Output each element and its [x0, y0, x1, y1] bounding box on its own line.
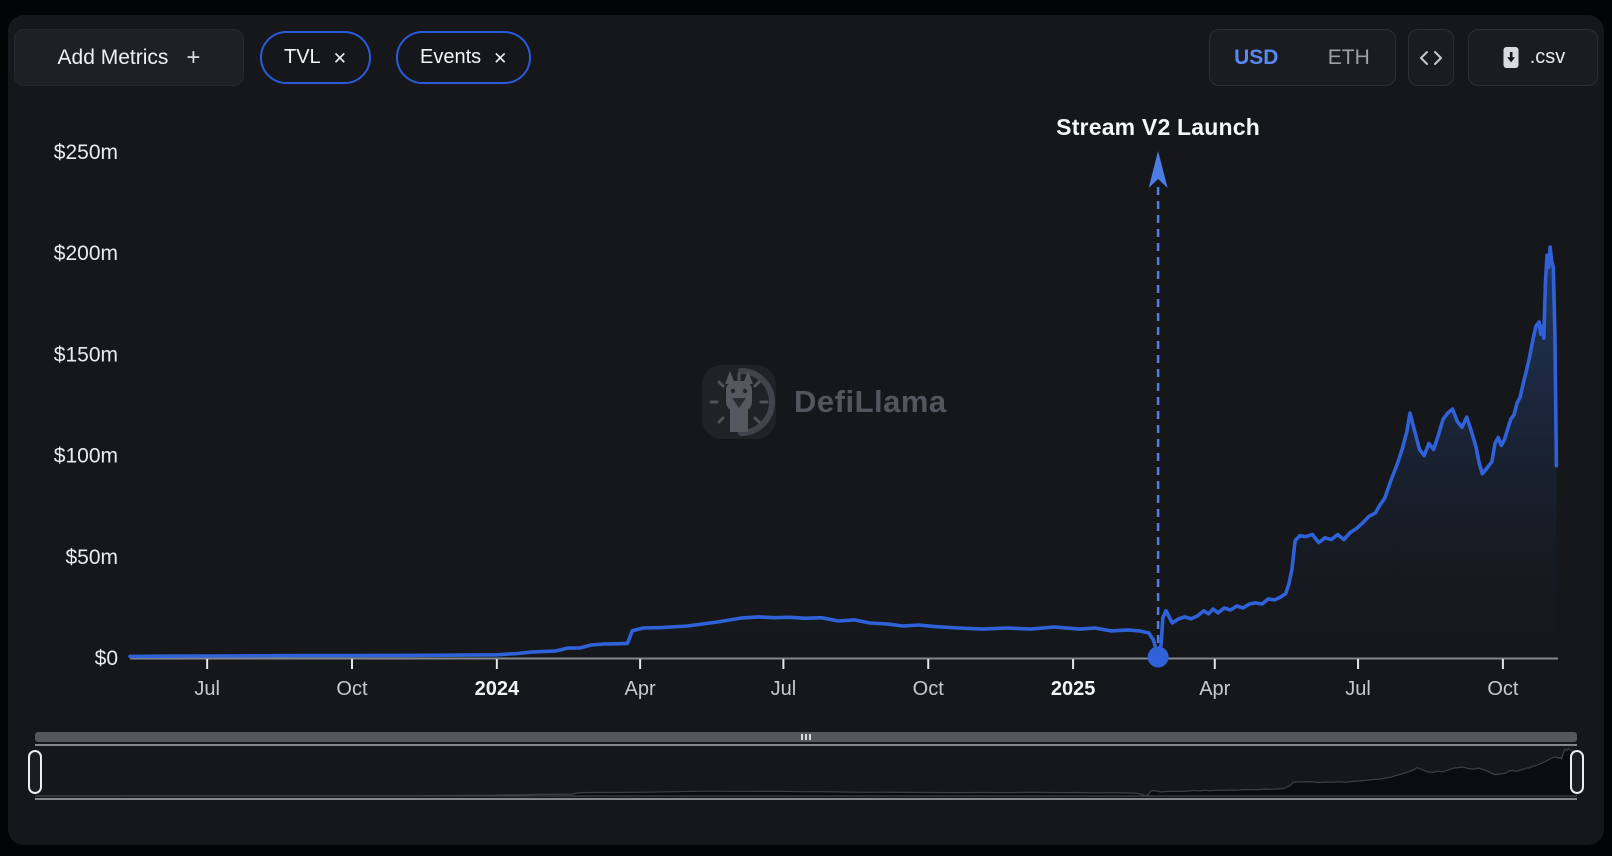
y-tick-label: $50m — [65, 546, 118, 569]
navigator-grip-icon[interactable] — [801, 734, 811, 740]
navigator-area-silhouette — [35, 747, 1577, 797]
metric-chip-label: TVL — [284, 46, 321, 68]
currency-toggle: USD ETH — [1209, 29, 1396, 86]
download-csv-button[interactable]: .csv — [1468, 29, 1598, 86]
x-tick-label: Jul — [1345, 678, 1371, 700]
close-icon[interactable]: ✕ — [493, 48, 508, 68]
event-annotation-label: Stream V2 Launch — [1056, 114, 1261, 140]
add-metrics-label: Add Metrics — [57, 45, 169, 69]
tvl-area-fill — [130, 247, 1557, 658]
tvl-line — [128, 245, 1559, 659]
close-icon[interactable]: ✕ — [332, 48, 347, 68]
navigator-window[interactable] — [28, 744, 1584, 800]
x-tick-label: Oct — [913, 678, 945, 700]
x-tick-label: Apr — [1199, 678, 1230, 700]
event-arrow-icon — [1148, 151, 1168, 188]
navigator-scroll-track[interactable] — [35, 732, 1577, 742]
embed-code-button[interactable] — [1408, 29, 1454, 86]
x-tick-label: 2025 — [1051, 678, 1096, 700]
y-tick-label: $150m — [54, 343, 118, 366]
x-tick-label: Jul — [771, 678, 797, 700]
tvl-chart[interactable]: Jul Oct 2024 Apr Jul Oct 2025 Apr Jul Oct $0 $50m $1… — [8, 15, 1604, 845]
download-file-icon — [1503, 46, 1519, 68]
currency-option-eth[interactable]: ETH — [1327, 45, 1370, 69]
y-tick-label: $100m — [54, 445, 118, 468]
y-tick-label: $250m — [54, 141, 118, 164]
x-tick-label: Oct — [1487, 678, 1519, 700]
metric-chip-events[interactable]: Events ✕ — [396, 31, 532, 84]
event-marker-dot — [1147, 646, 1169, 668]
chart-panel: Add Metrics + TVL ✕ Events ✕ USD ETH .cs… — [8, 15, 1604, 845]
x-tick-label: Oct — [336, 678, 368, 700]
x-tick-label: 2024 — [475, 678, 520, 700]
metric-chip-tvl[interactable]: TVL ✕ — [260, 31, 371, 84]
x-tick-label: Apr — [625, 678, 656, 700]
navigator-mini-chart — [35, 747, 1577, 797]
metric-chip-label: Events — [420, 46, 482, 68]
x-tick-label: Jul — [194, 678, 220, 700]
csv-button-label: .csv — [1529, 46, 1566, 68]
currency-option-usd[interactable]: USD — [1234, 45, 1279, 69]
navigator-left-handle[interactable] — [28, 750, 42, 794]
navigator-right-handle[interactable] — [1570, 750, 1584, 794]
add-metrics-button[interactable]: Add Metrics + — [14, 29, 244, 86]
y-tick-label: $0 — [95, 647, 118, 670]
y-tick-label: $200m — [54, 242, 118, 265]
code-brackets-icon — [1420, 50, 1442, 65]
plus-icon: + — [186, 43, 201, 71]
